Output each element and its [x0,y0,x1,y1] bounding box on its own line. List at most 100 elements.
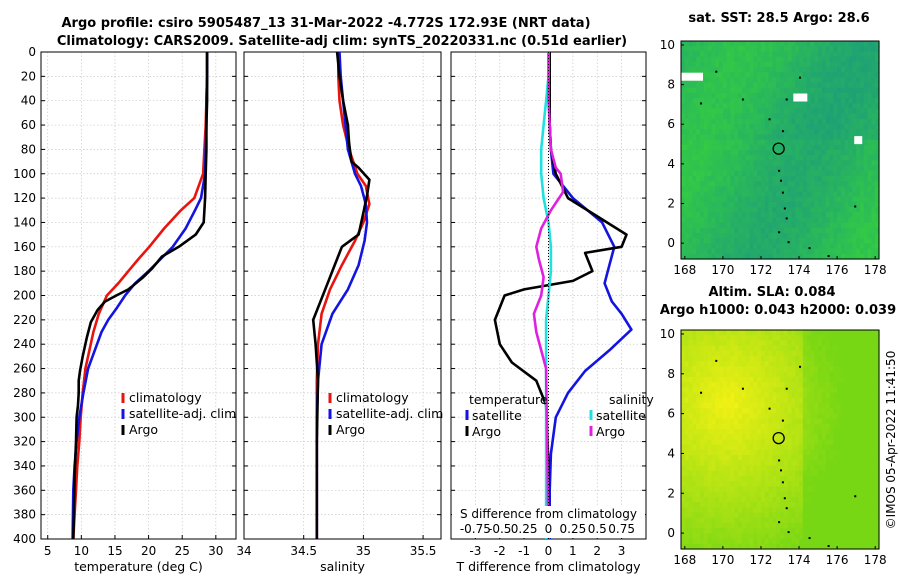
map-cell [776,449,781,456]
map-cell [837,429,842,435]
map-cell [867,356,872,362]
map-cell [802,248,808,255]
map-cell [760,170,766,177]
map-cell [726,481,732,488]
island-dot [781,191,784,194]
map-cell [719,248,724,255]
map-cell [688,227,694,234]
map-cell [795,507,800,514]
map-cell [707,465,713,472]
map-cell [757,72,762,78]
map-cell [726,382,732,388]
map-cell [802,418,808,425]
map-cell [745,175,751,182]
map-cell [814,222,819,229]
map-cell [692,201,697,208]
map-cell [829,103,834,110]
map-cell [768,72,773,78]
map-cell [871,134,876,141]
map-cell [859,356,865,362]
map-cell [692,212,697,219]
map-cell [840,434,846,441]
map-cell [852,361,857,368]
map-cell [837,87,842,94]
map-cell [791,238,796,245]
map-cell [814,139,819,146]
map-cell [852,98,857,104]
map-cell [840,253,846,260]
map-cell [684,181,690,187]
map-cell [859,345,865,352]
map-cell [787,429,793,435]
map-cell [840,160,846,167]
map-cell [700,418,705,425]
map-cell [745,134,751,141]
map-cell [764,517,770,524]
map-cell [814,238,819,245]
map-cell [688,222,694,229]
map-cell [859,429,865,435]
map-cell [700,444,705,451]
map-cell [810,248,815,255]
map-cell [753,56,758,63]
map-cell [772,201,777,208]
map-cell [795,217,800,224]
map-cell [795,366,800,373]
map-cell [806,186,812,193]
map-cell [772,139,777,146]
map-cell [738,175,743,182]
map-cell [848,118,853,125]
map-cell [859,413,865,420]
map-cell [772,460,777,467]
map-cell [700,491,705,498]
map-cell [757,481,762,488]
map-cell [730,212,735,219]
map-cell [837,196,842,203]
map-cell [787,129,793,136]
map-cell [821,335,827,342]
map-cell [787,403,793,409]
map-cell [818,77,823,84]
map-cell [726,366,732,373]
map-cell [852,66,857,73]
map-cell [745,191,751,198]
map-cell [764,533,770,540]
map-cell [764,543,770,550]
map-cell [764,82,770,89]
map-cell [821,356,827,362]
map-cell [814,403,819,409]
map-cell [821,150,827,156]
map-cell [722,502,728,508]
map-cell [757,371,762,378]
map-cell [783,217,789,224]
map-cell [703,538,709,545]
map-cell [696,361,701,368]
map-cell [867,160,872,167]
map-cell [726,118,732,125]
map-cell [795,470,800,477]
map-cell [734,444,739,451]
map-cell [806,496,812,503]
map-cell [875,455,880,461]
map-cell [749,160,754,167]
map-cell [764,397,770,404]
x-tick-label: 174 [788,263,811,277]
map-cell [745,345,751,352]
map-cell [810,476,815,482]
map-cell [837,41,842,47]
map-cell [776,233,781,239]
map-cell [806,376,812,383]
map-cell [802,238,808,245]
map-cell [799,108,804,115]
map-cell [768,533,773,540]
map-cell [825,207,831,213]
map-cell [795,476,800,482]
map-cell [844,248,850,255]
map-cell [848,528,853,534]
x-tick-label: 1 [569,544,577,558]
map-cell [810,150,815,156]
map-cell [825,217,831,224]
map-cell [852,56,857,63]
map-cell [814,444,819,451]
map-cell [776,522,781,529]
